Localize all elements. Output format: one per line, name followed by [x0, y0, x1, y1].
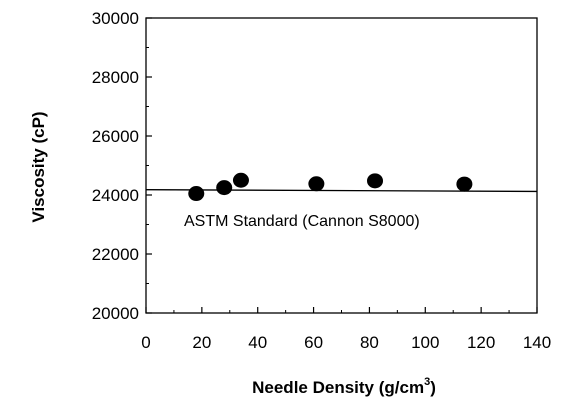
data-points — [188, 172, 473, 202]
x-axis-title-superscript: 3 — [424, 376, 430, 388]
y-tick-label: 20000 — [92, 304, 139, 323]
y-tick-label: 26000 — [92, 127, 139, 146]
reference-annotation: ASTM Standard (Cannon S8000) — [184, 213, 420, 230]
y-tick-label: 24000 — [92, 186, 139, 205]
data-point — [456, 176, 473, 192]
y-tick-label: 22000 — [92, 245, 139, 264]
x-tick-label: 60 — [304, 333, 323, 352]
data-point — [232, 172, 249, 188]
plot-frame — [145, 17, 538, 314]
x-axis-title-main: Needle Density (g/cm — [252, 378, 424, 397]
tick-labels: 0 20 40 60 80 100 120 140 20000 22000 24000 26000 28… — [92, 9, 551, 352]
x-tick-label: 20 — [192, 333, 211, 352]
data-point — [367, 173, 384, 189]
data-point — [188, 186, 205, 202]
data-point — [308, 176, 325, 192]
y-tick-label: 30000 — [92, 9, 139, 28]
x-tick-label: 140 — [523, 333, 551, 352]
tick-layer — [145, 17, 538, 314]
x-axis-title: Needle Density (g/cm3) — [252, 376, 436, 397]
reference-line — [145, 189, 538, 193]
y-tick-label: 28000 — [92, 68, 139, 87]
x-axis-title-end: ) — [430, 378, 436, 397]
x-tick-label: 80 — [360, 333, 379, 352]
x-tick-label: 120 — [467, 333, 495, 352]
data-point — [216, 180, 233, 196]
y-axis-title: Viscosity (cP) — [29, 111, 48, 222]
x-tick-label: 0 — [141, 333, 150, 352]
x-tick-label: 100 — [411, 333, 439, 352]
x-tick-label: 40 — [248, 333, 267, 352]
